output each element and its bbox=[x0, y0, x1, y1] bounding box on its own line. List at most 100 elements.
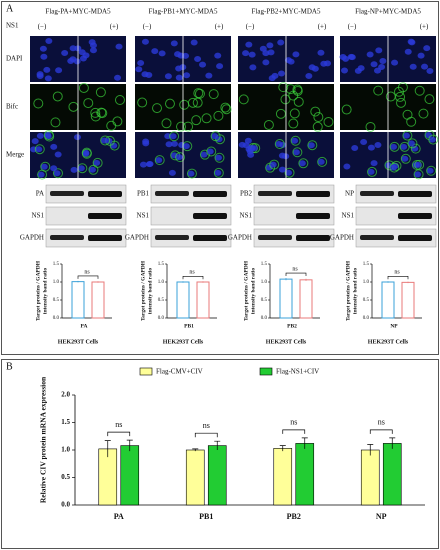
bifc-signal bbox=[298, 158, 309, 169]
blot-label: GAPDH bbox=[330, 234, 354, 242]
nucleus bbox=[298, 160, 306, 167]
y-tick-label: 1.0 bbox=[158, 280, 165, 285]
x-tick-label: PB2 bbox=[287, 512, 301, 521]
bifc-signal bbox=[175, 152, 186, 163]
x-tick-label: PB1 bbox=[184, 323, 194, 329]
bar bbox=[185, 449, 205, 506]
band bbox=[398, 191, 432, 197]
band bbox=[296, 213, 330, 219]
band bbox=[398, 213, 432, 219]
nucleus bbox=[311, 65, 319, 72]
row-label: DAPI bbox=[6, 55, 23, 63]
y-tick-label: 1.5 bbox=[261, 262, 268, 267]
band bbox=[193, 191, 227, 197]
nucleus bbox=[409, 63, 417, 70]
nucleus bbox=[424, 132, 432, 139]
nucleus bbox=[216, 63, 224, 70]
nucleus bbox=[291, 137, 299, 144]
nucleus bbox=[423, 45, 431, 52]
blot-strip bbox=[355, 228, 437, 248]
bifc-signal bbox=[293, 96, 304, 107]
bar bbox=[98, 448, 118, 506]
bifc-signal bbox=[414, 159, 425, 170]
nucleus bbox=[50, 143, 58, 150]
bifc-signal bbox=[275, 108, 286, 119]
nucleus bbox=[142, 140, 150, 147]
nucleus bbox=[158, 50, 166, 57]
nucleus bbox=[39, 45, 47, 52]
bifc-signal bbox=[413, 169, 424, 180]
bifc-signal bbox=[33, 98, 44, 109]
significance-bracket bbox=[369, 429, 393, 434]
bifc-signal bbox=[187, 97, 198, 108]
bifc-signal bbox=[191, 115, 202, 126]
bifc-signal bbox=[214, 152, 225, 163]
nucleus bbox=[245, 41, 253, 48]
nucleus bbox=[182, 143, 190, 150]
nucleus bbox=[214, 52, 222, 59]
bifc-signal bbox=[341, 104, 352, 115]
bifc-signal bbox=[213, 167, 224, 178]
nucleus bbox=[341, 67, 349, 74]
minus-label: (−) bbox=[246, 23, 255, 31]
bifc-signal bbox=[269, 159, 280, 170]
nucleus bbox=[404, 48, 412, 55]
nucleus bbox=[40, 53, 48, 60]
bifc-signal bbox=[194, 88, 205, 99]
bifc-signal bbox=[312, 121, 323, 132]
nucleus bbox=[205, 72, 213, 79]
band bbox=[360, 235, 394, 240]
bifc-signal bbox=[52, 91, 63, 102]
nucleus bbox=[170, 40, 178, 47]
nucleus bbox=[89, 42, 97, 49]
y-axis-label: Target proteins / GAPDH bbox=[35, 260, 41, 321]
nucleus bbox=[379, 57, 387, 64]
significance-bracket bbox=[285, 272, 307, 277]
row-label: Merge bbox=[6, 151, 24, 159]
nucleus bbox=[285, 169, 293, 176]
nucleus bbox=[307, 142, 315, 149]
error-bar bbox=[104, 440, 111, 458]
nucleus bbox=[168, 169, 176, 176]
blot-strip bbox=[45, 206, 127, 226]
panel-b-frame bbox=[1, 359, 439, 549]
y-tick-label: 0.5 bbox=[158, 298, 165, 303]
legend-swatch bbox=[139, 367, 153, 376]
bifc-signal bbox=[183, 121, 194, 132]
nucleus bbox=[347, 53, 355, 60]
bifc-signal bbox=[152, 103, 163, 114]
y-axis-label: intensity band ratio bbox=[147, 268, 153, 314]
nucleus bbox=[45, 38, 53, 45]
band bbox=[155, 235, 189, 240]
nucleus bbox=[269, 161, 277, 168]
bifc-signal bbox=[313, 112, 324, 123]
nucleus bbox=[305, 72, 313, 79]
bifc-signal bbox=[290, 135, 301, 146]
bifc-signal bbox=[278, 82, 289, 93]
bifc-signal bbox=[263, 119, 274, 130]
bifc-signal bbox=[220, 102, 231, 113]
error-bar bbox=[279, 445, 286, 452]
band bbox=[50, 191, 84, 196]
nucleus bbox=[374, 141, 382, 148]
bifc-signal bbox=[307, 140, 318, 151]
nucleus bbox=[169, 133, 177, 140]
nucleus bbox=[414, 161, 422, 168]
nucleus bbox=[421, 63, 429, 70]
nucleus bbox=[36, 73, 44, 80]
bifc-signal bbox=[154, 155, 165, 166]
bar bbox=[381, 281, 395, 319]
y-tick-label: 1.0 bbox=[61, 446, 70, 454]
bar bbox=[273, 448, 293, 506]
bar bbox=[360, 449, 380, 506]
bifc-signal bbox=[402, 130, 413, 141]
nucleus bbox=[367, 168, 375, 175]
bar bbox=[295, 443, 315, 506]
bifc-signal bbox=[410, 143, 421, 154]
y-tick-label: 0.0 bbox=[261, 316, 268, 321]
column-title: Flag-NP+MYC-MDA5 bbox=[355, 8, 421, 16]
bifc-signal bbox=[402, 109, 413, 120]
bifc-signal bbox=[137, 97, 148, 108]
bifc-signal bbox=[389, 162, 400, 173]
nucleus bbox=[77, 165, 85, 172]
